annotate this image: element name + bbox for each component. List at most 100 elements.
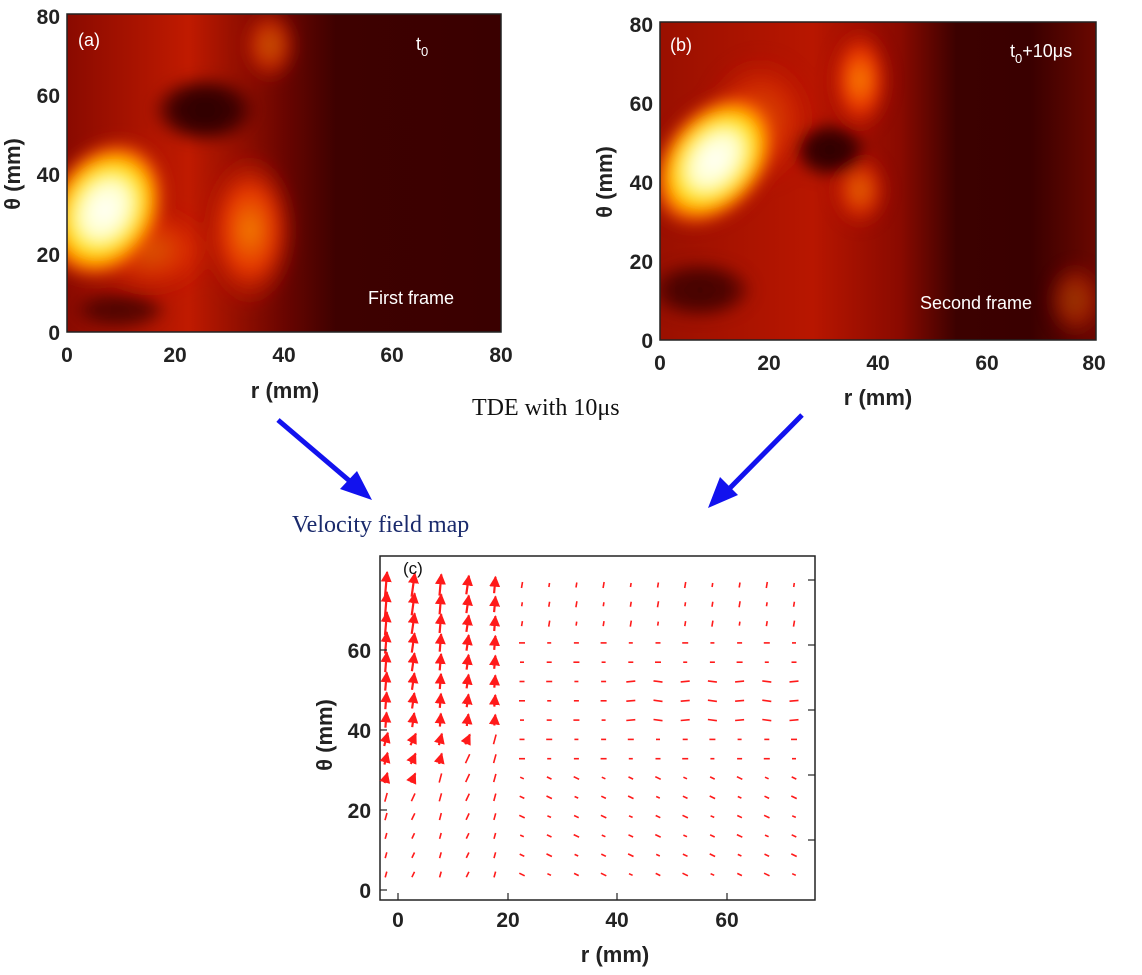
time-label-b: t0+10μs — [1010, 41, 1072, 66]
velocity-vector — [461, 614, 473, 633]
y-tick-c: 20 — [348, 800, 371, 823]
velocity-vector — [736, 775, 743, 781]
velocity-vector — [410, 793, 416, 802]
velocity-vector — [520, 581, 524, 589]
velocity-vector — [602, 602, 605, 607]
velocity-vector — [710, 872, 715, 877]
velocity-vector — [493, 813, 497, 821]
panel-b: (b) t0+10μs Second frame 0 20 40 60 80 0… — [592, 14, 1106, 410]
velocity-vector — [626, 680, 636, 683]
velocity-vector — [627, 853, 634, 858]
velocity-vector — [653, 699, 663, 703]
velocity-vector — [709, 853, 716, 858]
velocity-vector — [434, 672, 446, 690]
velocity-vector — [682, 814, 689, 819]
y-tick-a: 0 — [48, 322, 60, 345]
velocity-vector — [575, 582, 578, 588]
velocity-vector — [762, 680, 772, 683]
velocity-vector — [406, 752, 417, 765]
velocity-vector — [438, 812, 443, 821]
velocity-vector — [465, 813, 470, 821]
velocity-vector — [407, 672, 419, 690]
velocity-vector — [489, 654, 500, 669]
velocity-vector — [461, 673, 473, 689]
velocity-vector — [384, 832, 388, 840]
x-tick-b: 0 — [654, 352, 666, 375]
x-axis-label-a: r (mm) — [251, 378, 319, 403]
velocity-vector — [462, 594, 473, 614]
velocity-vector — [600, 872, 607, 877]
velocity-vector — [711, 620, 714, 627]
tick-marks-c — [380, 579, 815, 900]
velocity-vector — [792, 582, 796, 588]
velocity-vector — [683, 581, 687, 589]
velocity-vector — [707, 699, 718, 703]
y-tick-a: 40 — [37, 164, 60, 187]
velocity-vector — [462, 574, 473, 595]
velocity-vector — [707, 680, 718, 683]
velocity-vector — [380, 691, 392, 710]
y-ticks-b: 0 20 40 60 80 — [630, 14, 653, 353]
velocity-vector — [411, 832, 416, 839]
velocity-vector — [707, 718, 718, 722]
velocity-vector — [434, 732, 445, 746]
panel-c: (c) 0 20 40 60 0 20 40 60 r (mm) θ (mm) — [312, 555, 816, 967]
y-tick-a: 80 — [37, 6, 60, 29]
velocity-vector — [519, 776, 525, 780]
velocity-vector — [518, 872, 526, 877]
velocity-vector — [519, 795, 525, 800]
velocity-vector — [489, 634, 501, 650]
velocity-vector — [438, 832, 442, 840]
x-tick-b: 40 — [866, 352, 889, 375]
x-ticks-a: 0 20 40 60 80 — [61, 344, 513, 367]
frame-label-a: First frame — [368, 288, 454, 308]
velocity-vector — [764, 776, 769, 780]
velocity-vector — [736, 833, 743, 838]
velocity-vector — [380, 711, 392, 728]
axes-frame-a — [66, 13, 502, 333]
velocity-vector — [411, 871, 416, 878]
y-tick-b: 0 — [641, 330, 653, 353]
velocity-vector — [406, 732, 417, 746]
velocity-vector — [380, 671, 392, 691]
velocity-vector — [680, 680, 690, 683]
x-tick-c: 20 — [496, 909, 519, 932]
y-tick-b: 40 — [630, 172, 653, 195]
velocity-vector — [684, 620, 687, 627]
velocity-vector — [792, 601, 796, 607]
arrow-a-to-c — [276, 418, 372, 500]
velocity-vector — [709, 776, 716, 780]
velocity-vector — [548, 582, 551, 588]
velocity-vector — [735, 718, 745, 722]
velocity-vector — [384, 871, 388, 878]
velocity-vector — [488, 693, 500, 707]
velocity-vector — [710, 815, 715, 819]
quiver-field — [379, 570, 799, 878]
velocity-vector — [546, 795, 553, 800]
velocity-vector — [762, 699, 772, 703]
x-tick-c: 40 — [605, 909, 628, 932]
velocity-vector — [764, 853, 770, 858]
velocity-vector — [379, 731, 391, 747]
velocity-vector — [711, 601, 714, 607]
y-axis-label-b: θ (mm) — [592, 146, 617, 218]
velocity-vector — [519, 853, 525, 858]
axes-frame-c — [379, 555, 816, 901]
panel-letter-b: (b) — [670, 35, 692, 55]
velocity-vector — [461, 634, 473, 651]
velocity-vector — [790, 795, 798, 800]
x-tick-a: 80 — [489, 344, 512, 367]
velocity-vector — [460, 733, 471, 746]
y-tick-c: 40 — [348, 720, 371, 743]
velocity-vector — [492, 773, 497, 783]
velocity-vector — [573, 872, 580, 877]
velocity-vector — [738, 621, 741, 626]
velocity-vector — [489, 615, 501, 632]
velocity-vector — [489, 595, 501, 613]
velocity-vector — [626, 718, 636, 722]
frame-label-b: Second frame — [920, 293, 1032, 313]
velocity-vector — [547, 620, 551, 627]
velocity-vector — [735, 699, 745, 702]
velocity-vector — [411, 852, 416, 859]
